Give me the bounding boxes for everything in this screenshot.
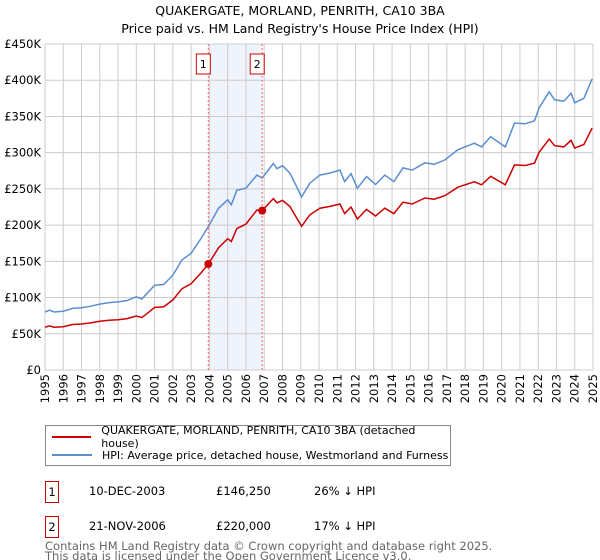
y-tick-label: £400K [4, 73, 41, 87]
y-tick-label: £0 [26, 363, 41, 377]
sale-marker-badge: 1 [45, 481, 59, 503]
plot-area: £0 £50K £100K £150K £200K £250K £300K £350K £400… [4, 37, 600, 403]
y-tick-label: £100K [4, 291, 41, 305]
sale-label-box [195, 53, 211, 75]
legend-swatch-hpi [52, 454, 92, 456]
sale-point [204, 260, 213, 269]
x-tick-label: 2024 [568, 374, 582, 403]
x-tick-label: 2003 [184, 374, 198, 403]
x-tick-label: 2006 [239, 374, 253, 403]
x-tick-label: 2005 [221, 374, 235, 403]
legend-label-hpi: HPI: Average price, detached house, West… [102, 448, 449, 462]
x-tick-label: 2010 [312, 374, 326, 403]
x-tick-label: 2021 [513, 374, 527, 403]
x-tick-label: 2020 [495, 374, 509, 403]
x-tick-label: 2018 [458, 374, 472, 403]
x-tick-label: 2013 [367, 374, 381, 403]
footer-copyright: Contains HM Land Registry data © Crown c… [45, 539, 493, 553]
x-tick-label: 1995 [38, 374, 52, 403]
hpi-series-line [44, 78, 593, 313]
y-tick-label: £450K [4, 37, 41, 51]
sale-date: 10-DEC-2003 [89, 484, 166, 498]
x-tick-label: 1997 [75, 374, 89, 403]
x-tick-label: 2016 [422, 374, 436, 403]
x-tick-label: 2002 [166, 374, 180, 403]
y-tick-label: £200K [4, 218, 41, 232]
sale-label: 2 [254, 58, 261, 71]
sale-marker-badge: 2 [45, 516, 59, 538]
chart-subtitle: Price paid vs. HM Land Registry's House … [121, 21, 479, 36]
x-tick-label: 1999 [111, 374, 125, 403]
sale-label-box [249, 53, 265, 75]
legend-item-property: QUAKERGATE, MORLAND, PENRITH, CA10 3BA (… [52, 424, 450, 450]
x-tick-label: 2014 [385, 374, 399, 403]
sale-price: £146,250 [216, 484, 271, 498]
sale-period-band [208, 44, 263, 370]
y-tick-label: £350K [4, 109, 41, 123]
x-tick-label: 2000 [129, 374, 143, 403]
x-tick-label: 2017 [440, 374, 454, 403]
x-tick-label: 1996 [56, 374, 70, 403]
chart-title: QUAKERGATE, MORLAND, PENRITH, CA10 3BA [155, 3, 445, 18]
x-tick-label: 2009 [294, 374, 308, 403]
x-tick-label: 2011 [330, 374, 344, 403]
property-series-line [44, 127, 593, 328]
y-tick-label: £250K [4, 182, 41, 196]
sale-hpi-diff: 26% ↓ HPI [314, 484, 376, 498]
x-tick-label: 2019 [476, 374, 490, 403]
legend-label-property: QUAKERGATE, MORLAND, PENRITH, CA10 3BA (… [101, 424, 416, 450]
y-tick-label: £150K [4, 254, 41, 268]
sale-date: 21-NOV-2006 [89, 519, 166, 533]
legend-item-hpi: HPI: Average price, detached house, West… [52, 447, 448, 463]
footer-licence: This data is licensed under the Open Gov… [45, 549, 412, 560]
x-tick-label: 2008 [275, 374, 289, 403]
legend-swatch-property [52, 436, 92, 438]
x-tick-label: 2012 [349, 374, 363, 403]
x-tick-label: 2001 [148, 374, 162, 403]
x-tick-label: 2025 [586, 374, 600, 403]
x-tick-label: 2007 [257, 374, 271, 403]
sale-hpi-diff: 17% ↓ HPI [314, 519, 376, 533]
x-tick-label: 2022 [531, 374, 545, 403]
x-tick-label: 2004 [202, 374, 216, 403]
x-tick-label: 2023 [549, 374, 563, 403]
y-tick-label: £300K [4, 146, 41, 160]
x-tick-label: 1998 [93, 374, 107, 403]
sale-label: 1 [200, 58, 207, 71]
sale-point [258, 206, 267, 215]
legend: QUAKERGATE, MORLAND, PENRITH, CA10 3BA (… [45, 424, 451, 466]
x-tick-label: 2015 [403, 374, 417, 403]
sale-price: £220,000 [216, 519, 271, 533]
y-tick-label: £50K [12, 327, 42, 341]
